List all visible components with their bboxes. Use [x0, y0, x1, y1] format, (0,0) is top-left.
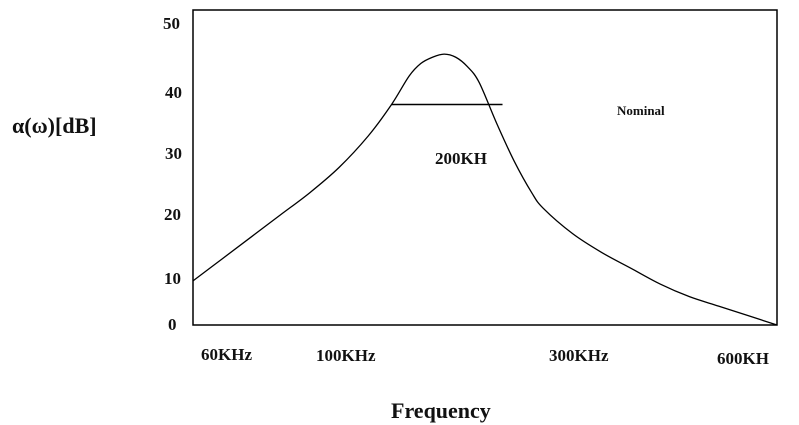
x-tick-60khz: 60KHz: [201, 345, 252, 364]
y-tick-40: 40: [165, 83, 182, 102]
y-axis-title: α(ω)[dB]: [12, 113, 97, 138]
plot-frame: [192, 9, 778, 326]
y-tick-20: 20: [164, 205, 181, 224]
y-tick-0: 0: [168, 315, 177, 334]
y-tick-10: 10: [164, 269, 181, 288]
y-tick-30: 30: [165, 144, 182, 163]
y-tick-50: 50: [163, 14, 180, 33]
bandwidth-label: 200KH: [435, 149, 487, 168]
x-axis-title: Frequency: [391, 398, 491, 423]
x-tick-600kh: 600KH: [717, 349, 769, 368]
x-tick-100khz: 100KHz: [316, 346, 376, 365]
x-tick-300khz: 300KHz: [549, 346, 609, 365]
attenuation-curve: [192, 53, 778, 326]
nominal-label: Nominal: [617, 103, 665, 118]
